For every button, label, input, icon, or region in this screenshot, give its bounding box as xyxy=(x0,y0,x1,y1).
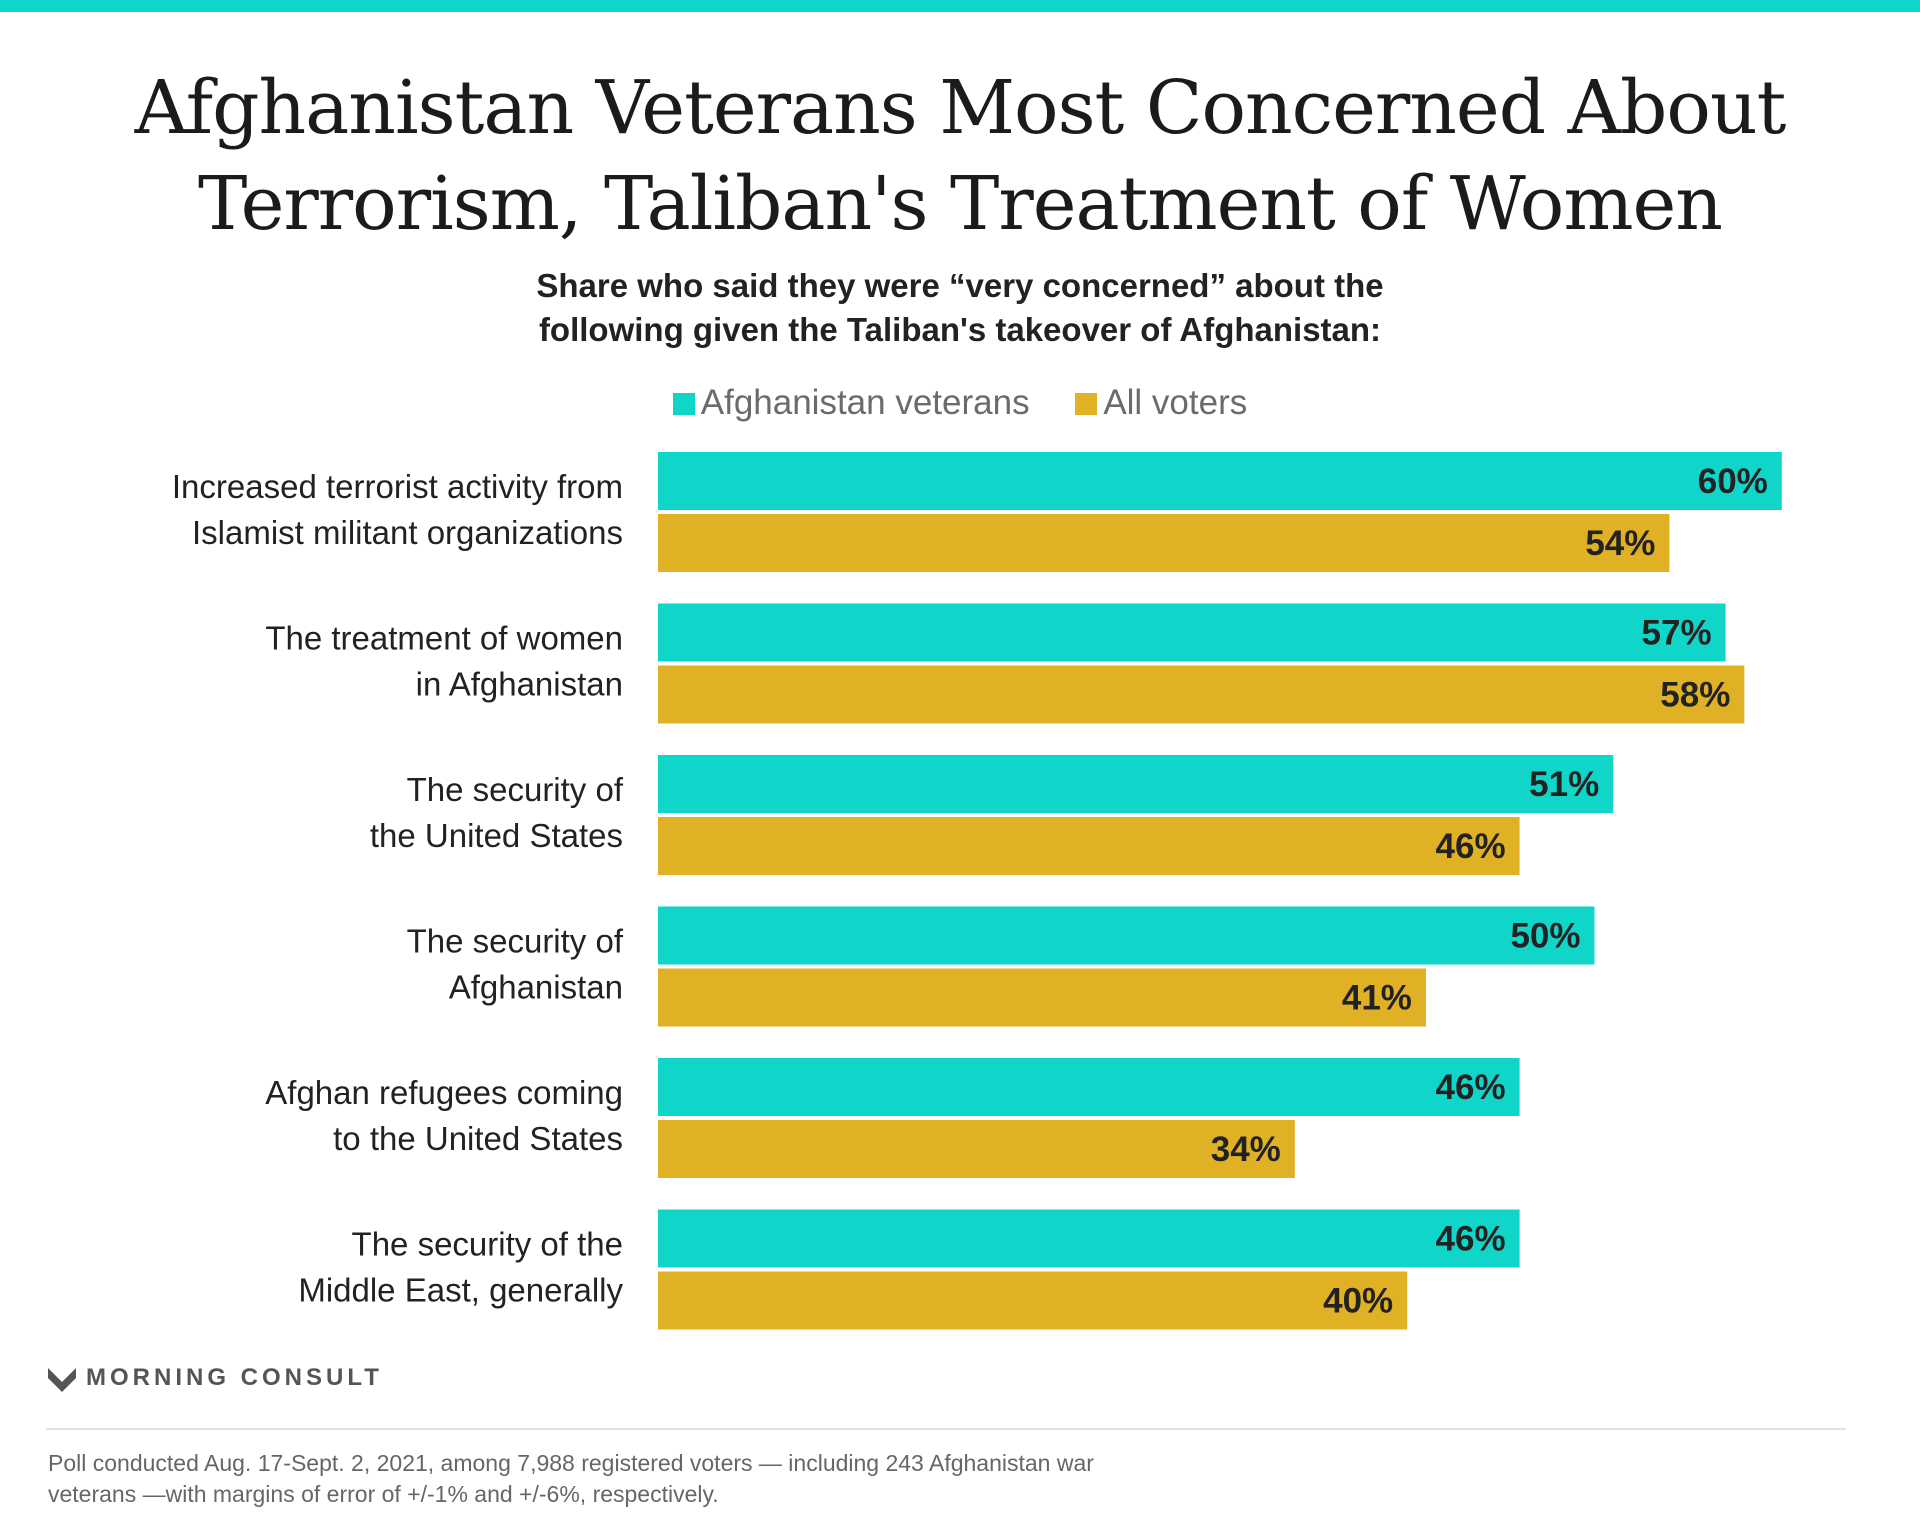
data-label: 46% xyxy=(1436,1068,1506,1107)
data-label: 54% xyxy=(1585,524,1655,563)
chart-title: Afghanistan Veterans Most Concerned Abou… xyxy=(0,60,1920,252)
category-label: The security of xyxy=(407,771,624,808)
title-line-2: Terrorism, Taliban's Treatment of Women xyxy=(198,161,1723,247)
category-group: The security of Afghanistan 50% 41% xyxy=(407,906,1595,1027)
category-label: Middle East, generally xyxy=(298,1272,623,1309)
data-label: 60% xyxy=(1698,462,1768,501)
category-label: Increased terrorist activity from xyxy=(172,468,623,505)
category-label: in Afghanistan xyxy=(416,666,623,703)
data-label: 51% xyxy=(1529,765,1599,804)
bar-veterans xyxy=(658,1058,1520,1116)
bar-all-voters xyxy=(658,968,1426,1027)
footnote-line-2: veterans —with margins of error of +/-1%… xyxy=(48,1481,719,1507)
bar-veterans xyxy=(658,452,1782,510)
data-label: 34% xyxy=(1211,1130,1281,1169)
category-group: The security of the United States 51% 46% xyxy=(370,755,1614,875)
chart-subtitle: Share who said they were “very concerned… xyxy=(0,264,1920,352)
footnote: Poll conducted Aug. 17-Sept. 2, 2021, am… xyxy=(48,1448,1368,1510)
bar-all-voters xyxy=(658,514,1670,572)
legend-label-all-voters: All voters xyxy=(1103,383,1248,422)
bar-all-voters xyxy=(658,817,1520,875)
category-group: The treatment of women in Afghanistan 57% 5… xyxy=(265,603,1745,724)
subtitle-line-2: following given the Taliban's takeover o… xyxy=(538,311,1382,348)
legend-label-veterans: Afghanistan veterans xyxy=(700,383,1030,422)
legend-swatch-all-voters xyxy=(1075,393,1098,415)
bar-all-voters xyxy=(658,1120,1295,1178)
legend: Afghanistan veterans All voters xyxy=(0,383,1920,423)
legend-item-veterans: Afghanistan veterans xyxy=(672,383,1030,423)
category-label: The security of xyxy=(407,923,624,960)
data-label: 50% xyxy=(1510,917,1580,956)
bar-chart: Increased terrorist activity from Islamis… xyxy=(172,452,1782,1330)
category-label: Afghan refugees coming xyxy=(265,1074,623,1111)
category-label: The treatment of women xyxy=(265,620,623,657)
bar-all-voters xyxy=(658,1271,1408,1330)
data-label: 40% xyxy=(1323,1282,1393,1321)
bar-all-voters xyxy=(658,665,1745,724)
data-label: 58% xyxy=(1660,676,1730,715)
category-group: Afghan refugees coming to the United Stat… xyxy=(265,1058,1520,1178)
bar-veterans xyxy=(658,603,1726,662)
category-label: Islamist militant organizations xyxy=(192,514,623,551)
data-label: 46% xyxy=(1436,827,1506,866)
data-label: 41% xyxy=(1342,979,1412,1018)
bar-veterans xyxy=(658,906,1595,965)
data-label: 46% xyxy=(1436,1220,1506,1259)
category-label: the United States xyxy=(370,817,623,854)
legend-item-all-voters: All voters xyxy=(1075,383,1247,423)
brand-name: MORNING CONSULT xyxy=(86,1364,383,1391)
category-label: The security of the xyxy=(352,1226,623,1263)
category-label: Afghanistan xyxy=(449,969,623,1006)
data-label: 57% xyxy=(1642,614,1712,653)
subtitle-line-1: Share who said they were “very concerned… xyxy=(536,267,1384,304)
morning-consult-logo-icon xyxy=(48,1368,76,1392)
bar-veterans xyxy=(658,1209,1520,1268)
category-group: The security of the Middle East, generall… xyxy=(298,1209,1520,1330)
legend-swatch-veterans xyxy=(672,393,695,415)
category-group: Increased terrorist activity from Islamis… xyxy=(172,452,1782,572)
title-line-1: Afghanistan Veterans Most Concerned Abou… xyxy=(134,65,1787,151)
footer-divider xyxy=(46,1428,1846,1430)
category-label: to the United States xyxy=(333,1120,623,1157)
footnote-line-1: Poll conducted Aug. 17-Sept. 2, 2021, am… xyxy=(48,1450,1094,1476)
top-accent-bar xyxy=(0,0,1920,12)
bar-veterans xyxy=(658,755,1614,813)
